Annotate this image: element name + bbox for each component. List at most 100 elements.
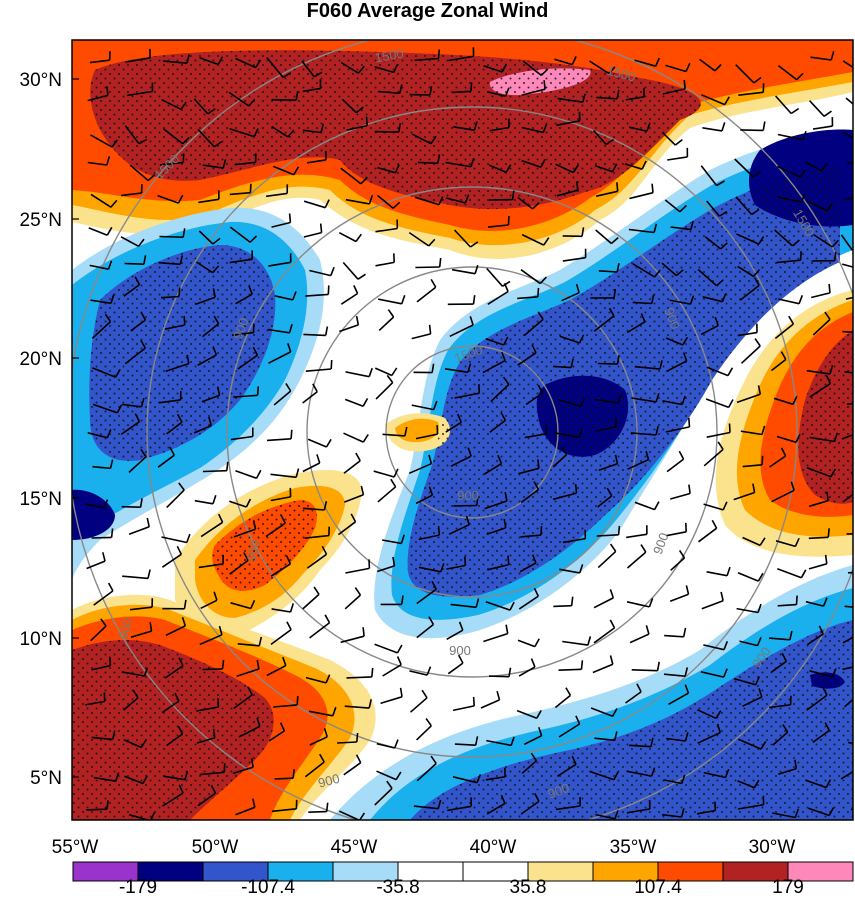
wind-barb-flag (753, 76, 762, 84)
wind-barb-flag (368, 367, 373, 377)
wind-barb (232, 766, 254, 775)
wind-barb (202, 164, 224, 169)
wind-barb-flag (252, 798, 256, 808)
lat-label-20n: 20°N (20, 349, 62, 370)
wind-barb (235, 806, 256, 816)
wind-barb (414, 196, 440, 206)
wind-barb-flag (650, 767, 656, 777)
wind-barb (594, 164, 613, 173)
wind-barb (516, 709, 538, 719)
wind-barb-flag (398, 123, 401, 133)
wind-barb-flag (820, 163, 828, 172)
wind-barb-flag (387, 309, 395, 318)
wind-barb-flag (469, 316, 474, 326)
wind-barb (235, 57, 257, 69)
colorbar-tick-label: 35.8 (510, 877, 547, 898)
wind-barb-flag (100, 618, 107, 627)
wind-barb (233, 528, 256, 538)
wind-barb-flag (728, 423, 731, 433)
wind-barb (274, 295, 293, 301)
wind-barb-flag (247, 686, 253, 696)
wind-barb (450, 603, 477, 609)
wind-barb-flag (355, 452, 361, 462)
wind-barb (735, 64, 755, 84)
wind-barb-flag (715, 279, 724, 287)
wind-barb-flag (394, 164, 400, 174)
wind-barb (229, 226, 251, 243)
wind-barb-flag (501, 351, 506, 361)
wind-barb-flag (467, 447, 472, 457)
wind-barb (844, 371, 853, 374)
wind-barb (626, 808, 650, 814)
wind-barb (304, 761, 325, 778)
wind-barb-flag (537, 287, 540, 297)
wind-barb (702, 127, 723, 132)
wind-barb-flag (795, 433, 801, 443)
wind-barb (808, 499, 829, 508)
wind-barb (552, 454, 568, 468)
wind-barb-flag (360, 485, 365, 495)
wind-barb (92, 465, 111, 470)
wind-barb (126, 90, 153, 97)
wind-barb (374, 643, 398, 654)
wind-barb (165, 625, 186, 637)
wind-barb-flag (438, 257, 442, 268)
wind-barb-flag (505, 624, 509, 634)
wind-barb-flag (293, 166, 300, 176)
wind-barb (195, 261, 214, 274)
wind-barb-flag (830, 468, 836, 478)
wind-barb-flag (714, 316, 719, 326)
wind-barb-flag (213, 591, 218, 601)
wind-barb-flag (721, 122, 726, 132)
wind-barb (375, 227, 398, 233)
wind-barb (490, 383, 510, 403)
wind-barb-flag (400, 534, 405, 544)
wind-barb (598, 462, 618, 471)
wind-barb (670, 557, 686, 571)
wind-barb (632, 263, 655, 278)
wind-barb-flag (429, 85, 433, 96)
wind-barb (122, 575, 149, 580)
wind-barb-flag (504, 491, 508, 502)
wind-barb (484, 500, 508, 510)
wind-barb-flag (362, 627, 365, 637)
wind-barb (123, 283, 140, 297)
contour-label: 1500 (605, 63, 637, 85)
lon-label-45w: 45°W (331, 837, 378, 858)
wind-barb (304, 534, 329, 539)
wind-barb-flag (761, 425, 766, 435)
wind-barb (231, 331, 254, 336)
wind-barb (629, 191, 654, 200)
wind-barb (415, 494, 433, 505)
wind-barb-flag (323, 728, 328, 738)
wind-barb (554, 432, 580, 439)
wind-barb (844, 698, 853, 708)
wind-barb-flag (507, 555, 510, 565)
wind-barb (742, 536, 761, 547)
wind-barb (809, 436, 835, 443)
wind-barb (271, 125, 289, 138)
wind-barb (374, 130, 399, 133)
wind-barb-flag (421, 689, 428, 699)
wind-barb (665, 426, 690, 433)
wind-barb-flag (174, 692, 180, 702)
wind-barb-flag (605, 138, 615, 146)
wind-barb (271, 608, 291, 613)
wind-barb-flag (255, 59, 262, 69)
wind-barb-flag (134, 276, 141, 285)
wind-barb (308, 810, 327, 813)
wind-barb (665, 64, 687, 73)
wind-barb (233, 694, 253, 710)
wind-barb (624, 163, 643, 170)
wind-barb (808, 563, 828, 570)
wind-barb (235, 293, 253, 305)
wind-barb (769, 455, 787, 468)
wind-barb-flag (400, 595, 404, 605)
wind-barb (517, 296, 538, 300)
wind-barb (129, 164, 149, 182)
wind-barb (518, 666, 536, 677)
wind-barb (408, 462, 432, 475)
wind-barb-flag (511, 190, 515, 200)
wind-barb (453, 126, 475, 131)
wind-barb (409, 670, 428, 676)
